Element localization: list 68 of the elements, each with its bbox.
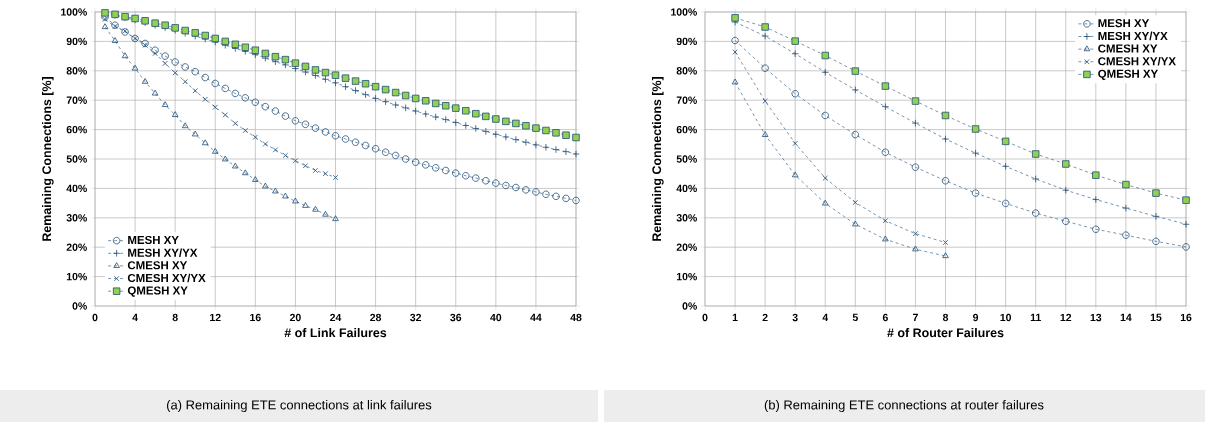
x-tick-label: 4	[822, 313, 829, 321]
y-axis-title: Remaining Connections [%]	[41, 77, 54, 241]
y-tick-label: 30%	[66, 214, 87, 222]
legend-label: MESH XY	[1098, 19, 1150, 28]
y-tick-label: 20%	[66, 243, 87, 251]
y-tick-label: 70%	[676, 96, 697, 104]
y-tick-label: 100%	[671, 8, 697, 16]
y-tick-label: 50%	[66, 155, 87, 163]
x-tick-label: 11	[1030, 313, 1041, 321]
y-tick-label: 10%	[676, 272, 697, 281]
y-tick-label: 40%	[66, 184, 87, 193]
legend-label: MESH XY	[128, 235, 179, 245]
x-tick-label: 48	[570, 313, 582, 322]
x-tick-label: 12	[1060, 313, 1072, 322]
x-tick-label: 16	[1180, 313, 1192, 322]
legend-label: MESH XY/YX	[1098, 31, 1168, 41]
x-tick-label: 20	[289, 313, 301, 322]
x-tick-label: 14	[1120, 313, 1132, 321]
x-tick-label: 2	[762, 313, 768, 322]
x-tick-label: 32	[410, 313, 422, 322]
x-axis-title: # of Router Failures	[887, 328, 1004, 338]
x-tick-label: 8	[942, 313, 949, 322]
legend-label: CMESH XY	[1098, 44, 1158, 53]
x-tick-label: 6	[882, 313, 888, 322]
y-tick-label: 60%	[676, 125, 697, 134]
x-tick-label: 9	[973, 313, 979, 322]
x-tick-label: 13	[1090, 313, 1102, 322]
text: (a) Remaining ETE connections at link failures	[166, 399, 432, 413]
x-tick-label: 8	[172, 313, 178, 322]
x-tick-label: 5	[852, 313, 858, 322]
y-tick-label: 70%	[66, 96, 87, 104]
x-tick-label: 7	[912, 313, 918, 321]
x-tick-label: 40	[490, 313, 502, 322]
x-tick-label: 24	[330, 313, 342, 322]
x-tick-label: 10	[1000, 313, 1012, 322]
y-tick-label: 80%	[66, 67, 87, 75]
x-tick-label: 36	[450, 313, 462, 322]
legend-label: QMESH XY	[127, 286, 188, 297]
x-tick-label: 3	[792, 313, 798, 322]
x-tick-label: 4	[132, 313, 138, 321]
x-tick-label: 15	[1150, 313, 1162, 322]
y-tick-label: 0%	[72, 302, 87, 310]
legend-label: MESH XY/YX	[128, 248, 198, 257]
y-tick-label: 90%	[66, 37, 87, 46]
y-axis-title: Remaining Connections [%]	[651, 77, 664, 241]
x-tick-label: 28	[370, 313, 382, 322]
y-tick-label: 50%	[676, 155, 697, 163]
x-tick-label: 1	[732, 313, 738, 321]
y-tick-label: 10%	[66, 272, 87, 281]
legend-label: CMESH XY/YX	[1098, 56, 1176, 66]
y-tick-label: 80%	[676, 67, 697, 75]
y-tick-label: 90%	[676, 37, 697, 46]
y-tick-label: 60%	[66, 125, 87, 134]
x-tick-label: 12	[210, 313, 221, 322]
x-tick-label: 0	[702, 313, 708, 322]
x-tick-label: 0	[92, 313, 98, 322]
x-tick-label: 44	[530, 313, 542, 321]
y-tick-label: 20%	[676, 243, 697, 251]
text: (b) Remaining ETE connections at router failures	[764, 399, 1044, 413]
y-tick-label: 30%	[676, 214, 697, 222]
y-tick-label: 40%	[676, 184, 697, 193]
y-tick-label: 0%	[682, 302, 697, 310]
legend-label: CMESH XY/YX	[127, 273, 206, 283]
legend-label: QMESH XY	[1098, 69, 1158, 80]
legend-label: CMESH XY	[127, 261, 188, 270]
x-tick-label: 16	[250, 313, 261, 322]
x-axis-title: # of Link Failures	[284, 328, 387, 338]
y-tick-label: 100%	[61, 8, 87, 16]
